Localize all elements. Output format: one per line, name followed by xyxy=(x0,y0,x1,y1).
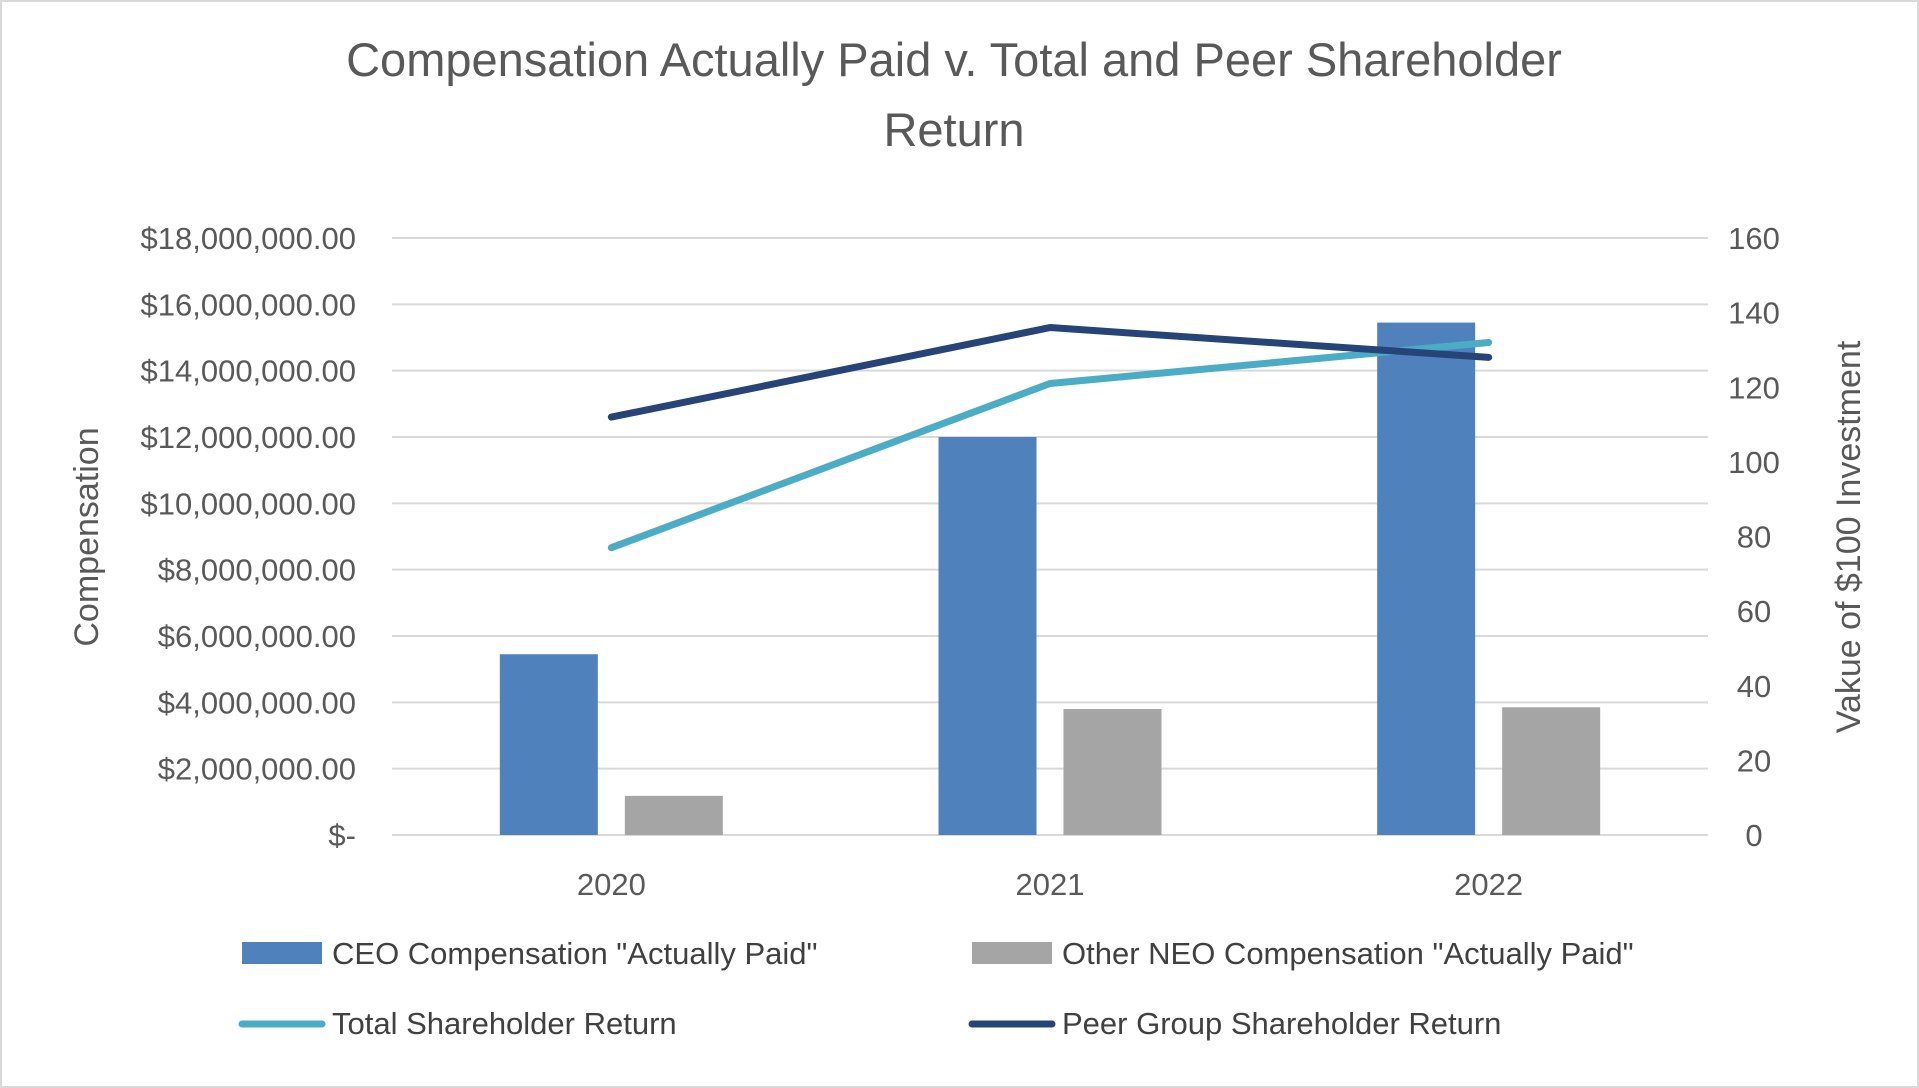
chart-title-line-2: Return xyxy=(883,103,1024,156)
y-tick-label: $14,000,000.00 xyxy=(141,354,357,389)
bar xyxy=(1377,322,1476,835)
y-tick-label: $- xyxy=(328,818,356,853)
legend-swatch xyxy=(242,942,322,964)
y2-tick-label: 40 xyxy=(1737,669,1771,704)
y2-tick-label: 160 xyxy=(1728,221,1780,256)
legend-label: Total Shareholder Return xyxy=(332,1006,677,1041)
line-layer xyxy=(607,324,1493,552)
y2-tick-label: 80 xyxy=(1737,520,1771,555)
y2-axis-title: Vakue of $100 Investment xyxy=(1830,340,1868,733)
y-axis-title: Compensation xyxy=(68,427,106,646)
x-tick-label: 2020 xyxy=(577,867,646,902)
y-tick-label: $2,000,000.00 xyxy=(158,752,356,787)
y-tick-label: $12,000,000.00 xyxy=(141,420,357,455)
y2-tick-label: 20 xyxy=(1737,743,1771,778)
x-tick-label: 2022 xyxy=(1454,867,1523,902)
x-tick-label: 2021 xyxy=(1016,867,1085,902)
bar xyxy=(938,437,1037,835)
y-tick-label: $18,000,000.00 xyxy=(141,221,357,256)
legend-label: Other NEO Compensation "Actually Paid" xyxy=(1062,936,1634,971)
bar xyxy=(1063,708,1162,835)
chart-title-line-1: Compensation Actually Paid v. Total and … xyxy=(346,33,1562,86)
y-tick-label: $10,000,000.00 xyxy=(141,486,357,521)
y-tick-label: $8,000,000.00 xyxy=(158,553,356,588)
x-axis: 2020 2021 2022 xyxy=(577,867,1523,902)
bar-layer xyxy=(499,322,1601,835)
y-tick-label: $16,000,000.00 xyxy=(141,287,357,322)
series-line xyxy=(607,324,1493,421)
bar xyxy=(1502,707,1601,835)
legend-label: CEO Compensation "Actually Paid" xyxy=(332,936,818,971)
y2-tick-label: 0 xyxy=(1745,818,1762,853)
bar xyxy=(499,654,598,835)
y-tick-label: $4,000,000.00 xyxy=(158,685,356,720)
y-axis-right: 0 20 40 60 80 100 120 140 160 xyxy=(1728,221,1780,853)
y2-tick-label: 140 xyxy=(1728,296,1780,331)
bar xyxy=(624,795,723,835)
y-axis-left: $- $2,000,000.00 $4,000,000.00 $6,000,000.0… xyxy=(141,221,357,853)
series-line xyxy=(607,338,1493,552)
grid-layer xyxy=(392,237,1708,836)
y2-tick-label: 120 xyxy=(1728,370,1780,405)
y2-tick-label: 100 xyxy=(1728,445,1780,480)
y2-tick-label: 60 xyxy=(1737,594,1771,629)
legend-swatch xyxy=(972,942,1052,964)
y-tick-label: $6,000,000.00 xyxy=(158,619,356,654)
legend: CEO Compensation "Actually Paid" Other NE… xyxy=(238,936,1634,1041)
legend-label: Peer Group Shareholder Return xyxy=(1062,1006,1501,1041)
